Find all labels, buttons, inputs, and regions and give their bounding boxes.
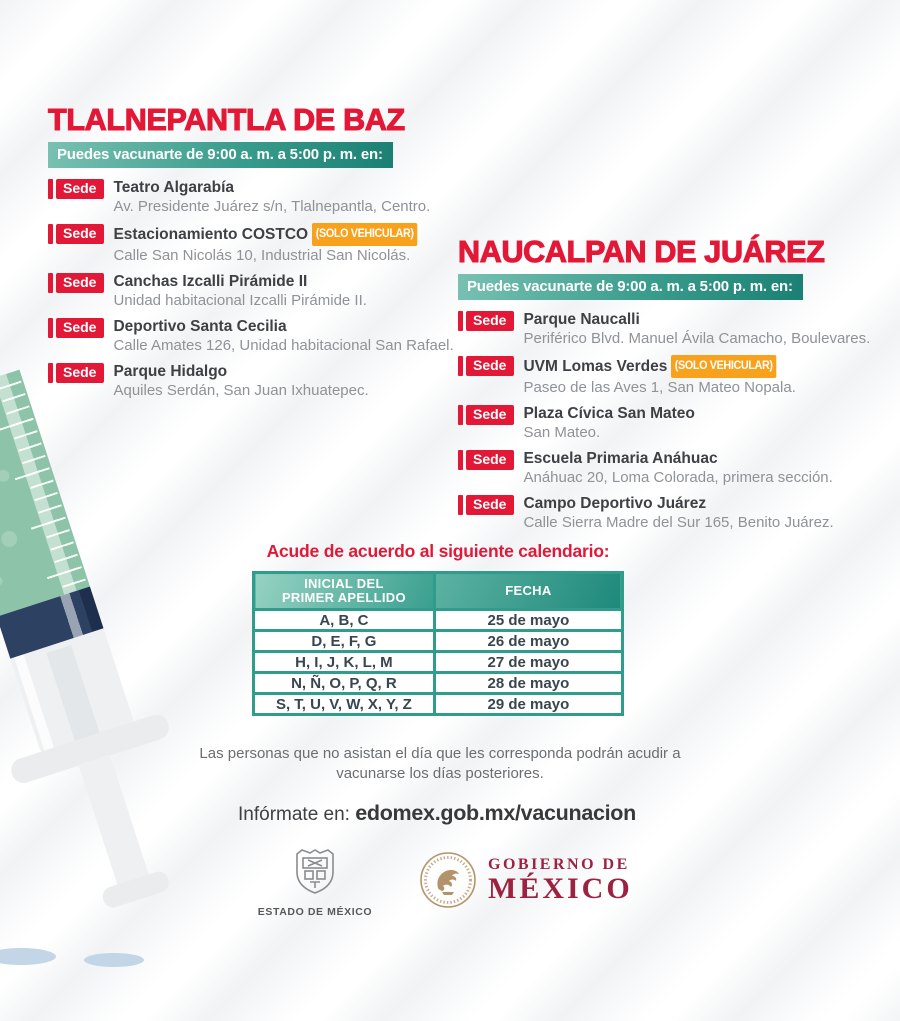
sede-bar — [48, 318, 53, 339]
venue-address: Anáhuac 20, Loma Colorada, primera secci… — [523, 469, 833, 487]
venue-item: Sede UVM Lomas Verdes (SOLO VEHICULAR) Pa… — [458, 355, 898, 397]
info-line: Infórmate en: edomex.gob.mx/vacunacion — [0, 801, 874, 826]
cell-initials: D, E, F, G — [252, 629, 436, 653]
sede-bar — [458, 311, 463, 332]
cell-date: 28 de mayo — [432, 671, 625, 695]
calendar-block: Acude de acuerdo al siguiente calendario… — [252, 541, 625, 716]
calendar-heading: Acude de acuerdo al siguiente calendario… — [266, 541, 610, 561]
schedule-banner: Puedes vacunarte de 9:00 a. m. a 5:00 p.… — [48, 142, 393, 169]
estado-de-mexico-logo: ESTADO DE MÉXICO — [250, 848, 380, 918]
cell-date: 26 de mayo — [432, 629, 625, 653]
solo-vehicular-badge: (SOLO VEHICULAR) — [312, 223, 418, 247]
gobierno-de-mexico-logo: GOBIERNO DE MÉXICO — [418, 850, 633, 910]
column-header-fecha: FECHA — [432, 571, 625, 611]
eagle-seal-icon — [420, 852, 476, 908]
venue-name: Deportivo Santa Cecilia — [113, 318, 287, 336]
note-text: Las personas que no asistan el día que l… — [199, 745, 681, 783]
venue-name: Canchas Izcalli Pirámide II — [113, 273, 308, 291]
edomex-label: ESTADO DE MÉXICO — [257, 906, 373, 918]
sede-bar — [48, 179, 53, 200]
sede-badge: Sede — [48, 363, 105, 384]
venue-name: UVM Lomas Verdes — [523, 358, 668, 376]
edomex-shield-icon — [296, 849, 334, 894]
cell-date: 29 de mayo — [432, 692, 625, 716]
venue-item: Sede Parque Hidalgo Aquiles Serdán, San … — [48, 362, 460, 400]
section-naucalpan: NAUCALPAN DE JUÁREZ Puedes vacunarte de … — [457, 235, 898, 539]
cell-date: 25 de mayo — [432, 608, 625, 632]
sede-badge: Sede — [458, 405, 515, 426]
sede-badge: Sede — [458, 356, 515, 377]
venue-address: Calle Amates 126, Unidad habitacional Sa… — [113, 337, 454, 355]
sede-bar — [48, 224, 53, 245]
table-row: D, E, F, G 26 de mayo — [252, 629, 625, 653]
solo-vehicular-badge: (SOLO VEHICULAR) — [671, 355, 777, 379]
sede-bar — [48, 363, 53, 384]
sede-bar — [458, 356, 463, 377]
venue-item: Sede Parque Naucalli Periférico Blvd. Ma… — [458, 310, 898, 348]
venue-item: Sede Escuela Primaria Anáhuac Anáhuac 20… — [458, 449, 898, 487]
sede-badge: Sede — [48, 318, 105, 339]
venue-list: Sede Parque Naucalli Periférico Blvd. Ma… — [458, 310, 898, 532]
sede-badge: Sede — [48, 273, 105, 294]
venue-item: Sede Teatro Algarabía Av. Presidente Juá… — [48, 178, 460, 216]
venue-address: Aquiles Serdán, San Juan Ixhuatepec. — [113, 382, 369, 400]
venue-address: Calle Sierra Madre del Sur 165, Benito J… — [523, 514, 834, 532]
cell-initials: N, Ñ, O, P, Q, R — [252, 671, 436, 695]
venue-item: Sede Estacionamiento COSTCO (SOLO VEHICUL… — [48, 223, 460, 265]
venue-address: Periférico Blvd. Manuel Ávila Camacho, B… — [523, 330, 871, 348]
venue-item: Sede Campo Deportivo Juárez Calle Sierra… — [458, 494, 898, 532]
venue-name: Parque Naucalli — [523, 311, 640, 329]
venue-name: Teatro Algarabía — [113, 179, 235, 197]
venue-address: Paseo de las Aves 1, San Mateo Nopala. — [523, 379, 796, 397]
gobierno-line1: GOBIERNO DE — [488, 856, 630, 873]
table-row: N, Ñ, O, P, Q, R 28 de mayo — [252, 671, 625, 695]
sede-bar — [458, 450, 463, 471]
venue-name: Parque Hidalgo — [113, 363, 228, 381]
sede-bar — [458, 405, 463, 426]
venue-address: Unidad habitacional Izcalli Pirámide II. — [113, 292, 367, 310]
venue-name: Campo Deportivo Juárez — [523, 495, 707, 513]
droplet — [0, 948, 56, 965]
venue-name: Plaza Cívica San Mateo — [523, 405, 695, 423]
city-title: NAUCALPAN DE JUÁREZ — [457, 235, 825, 269]
sede-badge: Sede — [458, 311, 515, 332]
venue-name: Escuela Primaria Anáhuac — [523, 450, 718, 468]
venue-item: Sede Plaza Cívica San Mateo San Mateo. — [458, 404, 898, 442]
calendar-table: INICIAL DEL PRIMER APELLIDO FECHA A, B, … — [252, 571, 625, 716]
table-row: S, T, U, V, W, X, Y, Z 29 de mayo — [252, 692, 625, 716]
table-row: H, I, J, K, L, M 27 de mayo — [252, 650, 625, 674]
sede-badge: Sede — [48, 179, 105, 200]
venue-item: Sede Canchas Izcalli Pirámide II Unidad … — [48, 272, 460, 310]
sede-bar — [458, 495, 463, 516]
sede-badge: Sede — [48, 224, 105, 245]
city-title: TLALNEPANTLA DE BAZ — [47, 103, 405, 137]
gobierno-line2: MÉXICO — [488, 872, 633, 905]
sede-badge: Sede — [458, 450, 515, 471]
droplet — [84, 953, 144, 967]
venue-item: Sede Deportivo Santa Cecilia Calle Amate… — [48, 317, 460, 355]
column-header-initials: INICIAL DEL PRIMER APELLIDO — [252, 571, 436, 611]
sede-badge: Sede — [458, 495, 515, 516]
table-row: A, B, C 25 de mayo — [252, 608, 625, 632]
cell-date: 27 de mayo — [432, 650, 625, 674]
schedule-banner: Puedes vacunarte de 9:00 a. m. a 5:00 p.… — [458, 274, 803, 301]
info-url: edomex.gob.mx/vacunacion — [355, 801, 636, 825]
section-tlalnepantla: TLALNEPANTLA DE BAZ Puedes vacunarte de … — [47, 103, 460, 407]
venue-name: Estacionamiento COSTCO — [113, 226, 309, 244]
cell-initials: S, T, U, V, W, X, Y, Z — [252, 692, 436, 716]
info-prefix: Infórmate en: — [238, 804, 350, 825]
cell-initials: A, B, C — [252, 608, 436, 632]
venue-address: San Mateo. — [523, 424, 601, 442]
cell-initials: H, I, J, K, L, M — [252, 650, 436, 674]
venue-list: Sede Teatro Algarabía Av. Presidente Juá… — [48, 178, 460, 400]
sede-bar — [48, 273, 53, 294]
venue-address: Av. Presidente Juárez s/n, Tlalnepantla,… — [113, 198, 431, 216]
venue-address: Calle San Nicolás 10, Industrial San Nic… — [113, 247, 411, 265]
